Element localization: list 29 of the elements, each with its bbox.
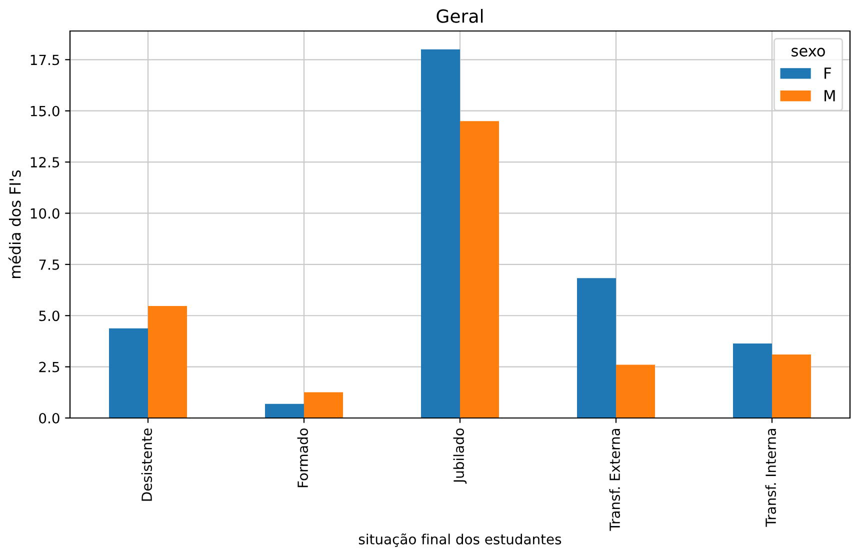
bar bbox=[577, 278, 616, 418]
y-tick-label: 10.0 bbox=[30, 208, 60, 219]
x-axis-title: situação final dos estudantes bbox=[358, 533, 562, 547]
bar bbox=[772, 354, 811, 418]
bar bbox=[421, 49, 460, 418]
x-tick-label: Transf. Externa bbox=[609, 428, 620, 531]
y-tick-label: 7.5 bbox=[39, 260, 60, 270]
x-tick-label: Transf. Interna bbox=[765, 428, 776, 527]
bar bbox=[733, 343, 772, 418]
x-tick-label: Jubilado bbox=[453, 428, 467, 484]
bar bbox=[460, 121, 499, 418]
legend-title: sexo bbox=[792, 48, 825, 57]
y-tick-label: 2.5 bbox=[39, 362, 60, 372]
bar bbox=[265, 404, 304, 418]
x-tick-label: Desistente bbox=[141, 428, 152, 501]
y-tick-label: 17.5 bbox=[30, 54, 60, 66]
y-axis-title: média dos FI's bbox=[8, 170, 21, 278]
y-tick-label: 12.5 bbox=[30, 157, 60, 168]
y-tick-label: 15.0 bbox=[30, 106, 60, 116]
bar bbox=[304, 392, 343, 418]
bar bbox=[148, 306, 187, 418]
legend-label: F bbox=[824, 68, 831, 79]
y-tick-label: 0.0 bbox=[39, 412, 60, 424]
legend-label: M bbox=[824, 90, 835, 102]
x-tick-label: Formado bbox=[297, 428, 308, 488]
bar bbox=[616, 364, 655, 418]
y-tick-label: 5.0 bbox=[39, 310, 60, 322]
bar bbox=[109, 328, 148, 418]
chart-title: Geral bbox=[436, 8, 483, 23]
